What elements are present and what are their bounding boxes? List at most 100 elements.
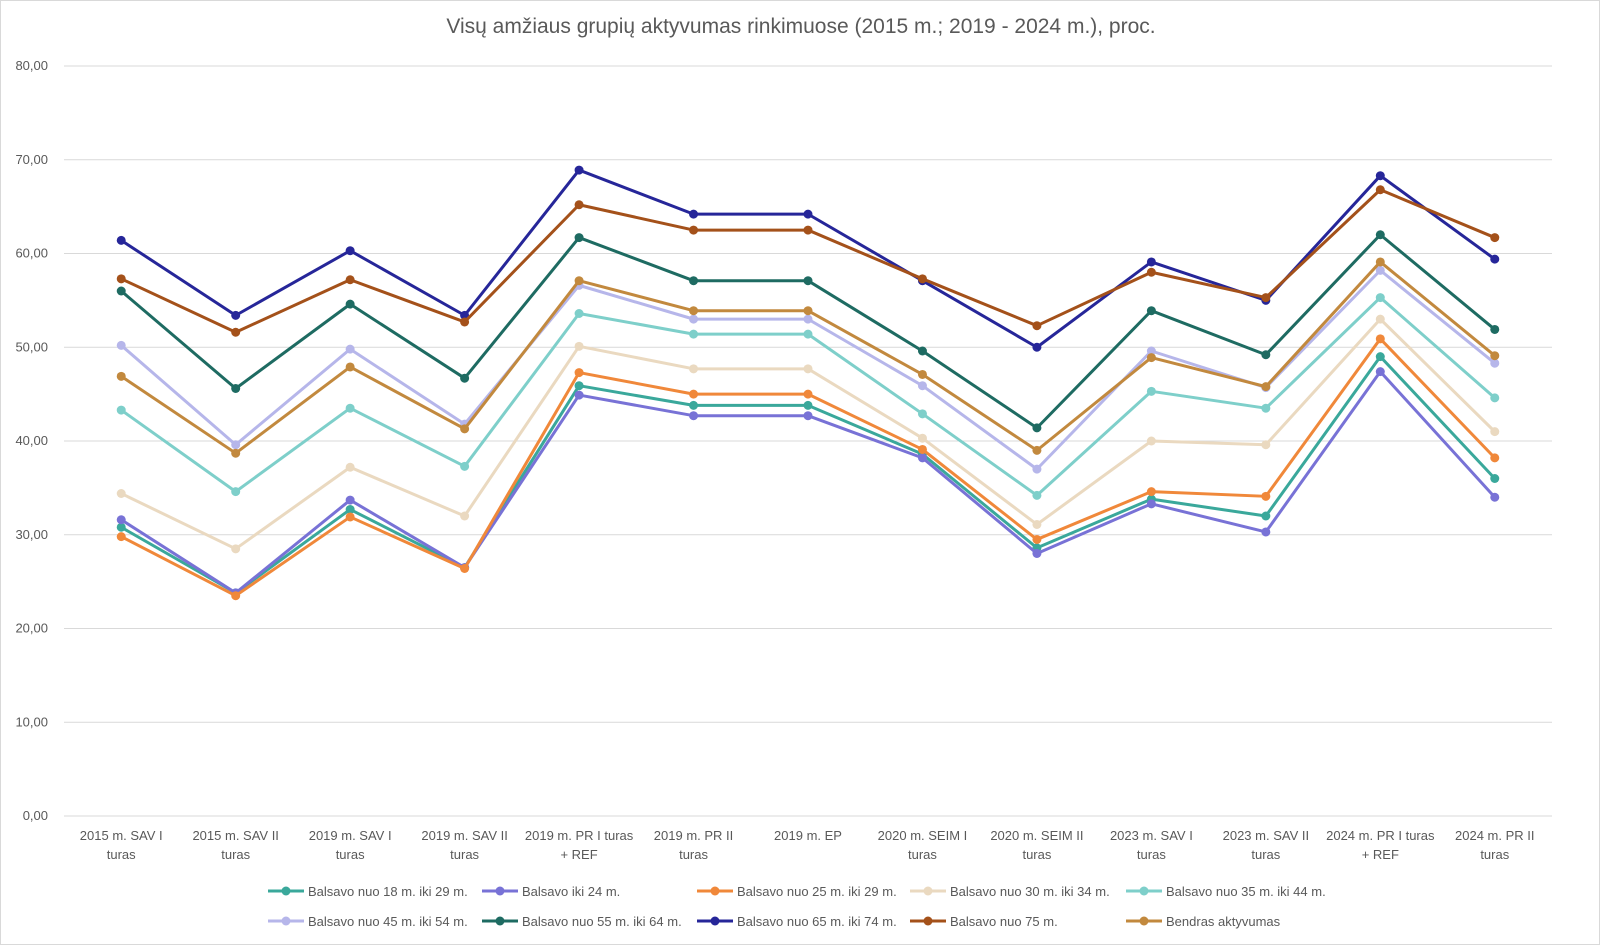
- data-point: [1032, 490, 1042, 500]
- data-point: [574, 390, 584, 400]
- legend-item: Bendras aktyvumas: [1126, 914, 1281, 929]
- series-line: [120, 317, 1496, 551]
- data-point: [803, 400, 813, 410]
- data-point: [803, 411, 813, 421]
- series-10: [116, 257, 1500, 458]
- legend-item: Balsavo nuo 45 m. iki 54 m.: [268, 914, 468, 929]
- x-tick-label: 2024 m. PR II turas: [1455, 828, 1534, 862]
- data-point: [917, 444, 927, 454]
- data-point: [1490, 254, 1500, 264]
- data-point: [689, 389, 699, 399]
- x-tick-label: 2019 m. SAV II turas: [421, 828, 507, 862]
- data-point: [1146, 487, 1156, 497]
- data-point: [460, 511, 470, 521]
- legend-swatch-marker: [1139, 886, 1149, 896]
- data-point: [345, 512, 355, 522]
- data-point: [116, 532, 126, 542]
- legend-swatch-marker: [495, 886, 505, 896]
- data-point: [116, 405, 126, 415]
- data-point: [803, 364, 813, 374]
- data-point: [460, 424, 470, 434]
- y-tick-label: 30,00: [15, 527, 48, 542]
- data-point: [231, 487, 241, 497]
- data-point: [917, 409, 927, 419]
- data-point: [460, 564, 470, 573]
- series-4: [116, 314, 1500, 554]
- data-point: [231, 310, 241, 320]
- data-point: [574, 341, 584, 351]
- data-point: [231, 384, 241, 393]
- data-point: [460, 373, 470, 383]
- data-point: [574, 368, 584, 378]
- data-point: [231, 544, 241, 554]
- y-tick-label: 60,00: [15, 246, 48, 261]
- data-point: [231, 440, 241, 450]
- data-point: [803, 389, 813, 399]
- data-point: [460, 461, 470, 471]
- data-point: [1146, 499, 1156, 509]
- data-point: [116, 489, 126, 498]
- data-point: [116, 371, 126, 381]
- data-point: [1146, 267, 1156, 277]
- data-point: [803, 276, 813, 286]
- data-point: [574, 381, 584, 391]
- legend-swatch-marker: [710, 886, 720, 896]
- legend-label: Balsavo nuo 35 m. iki 44 m.: [1166, 884, 1326, 899]
- legend-item: Balsavo iki 24 m.: [482, 884, 620, 899]
- legend-swatch-marker: [281, 886, 291, 896]
- data-point: [345, 344, 355, 354]
- data-point: [1490, 393, 1500, 403]
- data-point: [917, 433, 927, 443]
- y-tick-label: 50,00: [15, 339, 48, 354]
- legend-item: Balsavo nuo 55 m. iki 64 m.: [482, 914, 682, 929]
- legend-swatch-marker: [710, 916, 720, 926]
- data-point: [1490, 233, 1500, 243]
- legend-item: Balsavo nuo 18 m. iki 29 m.: [268, 884, 468, 899]
- data-point: [917, 346, 927, 356]
- data-point: [116, 274, 126, 284]
- data-point: [1146, 257, 1156, 267]
- legend-item: Balsavo nuo 30 m. iki 34 m.: [910, 884, 1110, 899]
- y-tick-label: 80,00: [15, 58, 48, 73]
- data-point: [574, 233, 584, 243]
- x-tick-label: 2019 m. PR I turas + REF: [525, 828, 634, 862]
- data-point: [1032, 445, 1042, 455]
- data-point: [1375, 367, 1385, 377]
- data-point: [689, 329, 699, 339]
- legend-item: Balsavo nuo 75 m.: [910, 914, 1058, 929]
- legend-item: Balsavo nuo 25 m. iki 29 m.: [697, 884, 897, 899]
- data-point: [231, 591, 241, 601]
- data-point: [1146, 386, 1156, 396]
- data-point: [1490, 358, 1500, 368]
- data-point: [1146, 436, 1156, 446]
- legend-label: Balsavo nuo 65 m. iki 74 m.: [737, 914, 897, 929]
- data-point: [1146, 306, 1156, 316]
- data-point: [1375, 171, 1385, 181]
- data-point: [574, 165, 584, 175]
- legend-item: Balsavo nuo 35 m. iki 44 m.: [1126, 884, 1326, 899]
- data-point: [574, 309, 584, 318]
- data-point: [1146, 346, 1156, 356]
- data-point: [1261, 293, 1271, 303]
- data-point: [1032, 519, 1042, 529]
- data-point: [689, 306, 699, 316]
- data-point: [1490, 453, 1500, 463]
- data-point: [574, 200, 584, 210]
- data-point: [1375, 230, 1385, 240]
- data-point: [803, 225, 813, 235]
- legend-swatch-marker: [923, 886, 933, 896]
- legend-label: Balsavo iki 24 m.: [522, 884, 620, 899]
- data-point: [1032, 321, 1042, 331]
- series-line: [120, 337, 1496, 598]
- data-point: [803, 329, 813, 339]
- gridlines: [64, 65, 1552, 817]
- data-point: [345, 246, 355, 256]
- data-point: [345, 275, 355, 285]
